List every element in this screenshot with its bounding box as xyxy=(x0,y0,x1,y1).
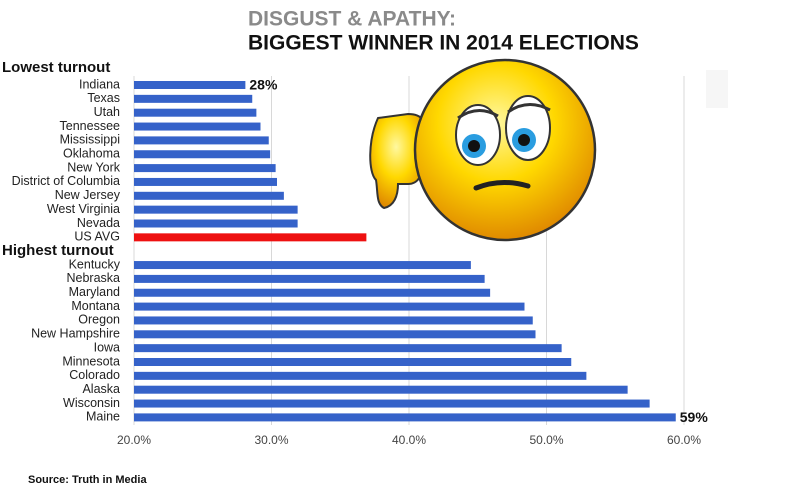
bar xyxy=(134,164,276,173)
emoji xyxy=(369,58,597,242)
x-tick-label: 40.0% xyxy=(392,433,426,447)
y-tick-label: Utah xyxy=(94,105,120,119)
y-tick-label: New York xyxy=(67,160,121,174)
y-tick-label: Wisconsin xyxy=(63,396,120,410)
chart-title: DISGUST & APATHY: xyxy=(248,8,456,31)
bar xyxy=(134,122,261,131)
section-label: Highest turnout xyxy=(2,242,114,259)
data-label: 59% xyxy=(680,409,709,425)
y-tick-label: Montana xyxy=(71,299,120,313)
section-label: Lowest turnout xyxy=(2,59,110,76)
x-tick-label: 60.0% xyxy=(667,433,701,447)
y-tick-label: New Jersey xyxy=(55,188,121,202)
bar xyxy=(134,316,533,325)
y-tick-label: Alaska xyxy=(82,382,120,396)
bar xyxy=(134,385,628,394)
y-tick-label: West Virginia xyxy=(47,202,120,216)
decor xyxy=(706,70,728,108)
y-tick-label: US AVG xyxy=(74,230,120,244)
bar xyxy=(134,150,271,159)
source: Source: Truth in Media xyxy=(28,474,147,486)
bar xyxy=(134,108,257,117)
x-tick-label: 30.0% xyxy=(254,433,288,447)
y-tick-label: Oregon xyxy=(78,313,120,327)
y-tick-label: Indiana xyxy=(79,77,120,91)
bar xyxy=(134,233,367,242)
y-tick-label: Minnesota xyxy=(62,354,120,368)
bar xyxy=(134,288,491,297)
data-label: 28% xyxy=(249,77,278,93)
y-tick-label: Nevada xyxy=(77,216,120,230)
bar xyxy=(134,302,525,311)
bar xyxy=(134,219,298,228)
bar xyxy=(134,81,246,89)
y-tick-label: Maryland xyxy=(69,285,120,299)
y-tick-label: Nebraska xyxy=(67,271,121,285)
x-tick-label: 50.0% xyxy=(529,433,563,447)
y-tick-label: Mississippi xyxy=(60,133,120,147)
y-tick-label: New Hampshire xyxy=(31,327,120,341)
y-tick-label: Oklahoma xyxy=(63,147,120,161)
bar xyxy=(134,330,536,339)
bar xyxy=(134,274,485,283)
y-tick-label: Kentucky xyxy=(69,257,121,271)
bar xyxy=(134,371,587,380)
y-tick-label: Texas xyxy=(87,91,120,105)
y-tick-label: Tennessee xyxy=(60,119,121,133)
bar xyxy=(134,413,676,422)
y-tick-label: Iowa xyxy=(94,340,120,354)
y-tick-label: District of Columbia xyxy=(12,174,120,188)
bar xyxy=(134,344,562,353)
bars: Indiana 28%TexasUtahTennesseeMississippiO… xyxy=(2,77,708,425)
x-tick-label: 20.0% xyxy=(117,433,151,447)
bar xyxy=(134,399,650,408)
bar xyxy=(134,136,269,145)
bar xyxy=(134,358,572,366)
y-tick-label: Maine xyxy=(86,410,120,424)
chart-subtitle: BIGGEST WINNER IN 2014 ELECTIONS xyxy=(248,32,639,55)
bar xyxy=(134,94,253,103)
bar xyxy=(134,205,298,214)
bar xyxy=(134,191,284,200)
y-tick-label: Colorado xyxy=(69,368,120,382)
bar xyxy=(134,261,471,270)
bar xyxy=(134,177,277,186)
